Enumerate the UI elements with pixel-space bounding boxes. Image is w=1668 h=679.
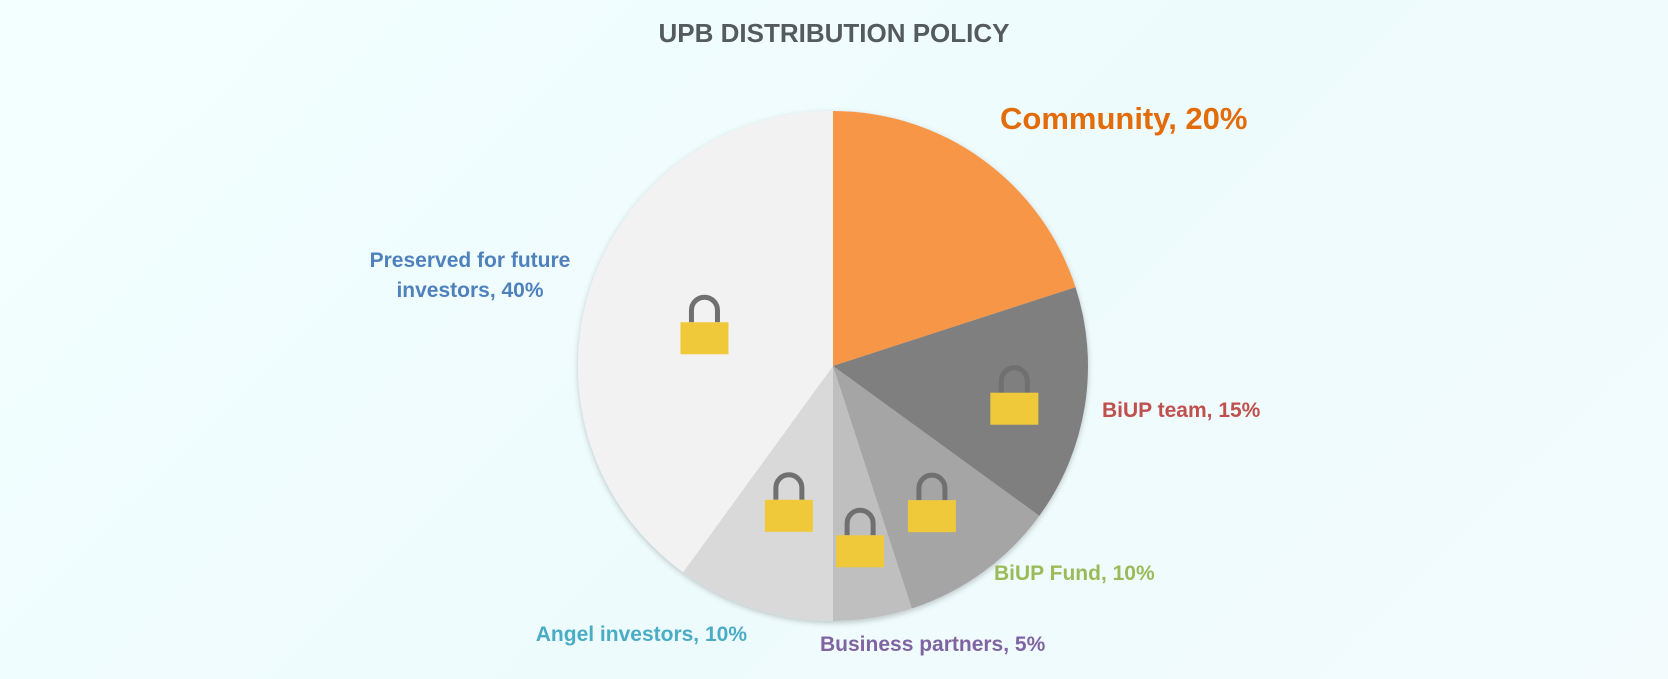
slice-label-line: BiUP team, 15% (1102, 399, 1261, 422)
padlock-icon (836, 507, 885, 568)
slice-label-preserved-for-future-investors: Preserved for future investors, 40% (370, 249, 571, 302)
pie-slice-biup-fund (833, 366, 1040, 609)
slice-label-line: BiUP Fund, 10% (994, 562, 1155, 585)
slice-label-biup-fund: BiUP Fund, 10% (994, 562, 1155, 585)
slice-label-community: Community, 20% (1000, 101, 1247, 136)
lock-icons (680, 294, 1039, 568)
slice-label-line: Business partners, 5% (820, 633, 1046, 656)
padlock-icon (907, 472, 956, 533)
pie-slice-community (833, 111, 1076, 366)
padlock-icon (990, 365, 1039, 425)
padlock-icon (764, 472, 813, 532)
slice-label-line: Community, 20% (1000, 101, 1247, 136)
slice-label-business-partners: Business partners, 5% (820, 633, 1046, 656)
slice-label-line: Preserved for future (370, 249, 571, 272)
chart-title: UPB DISTRIBUTION POLICY (658, 18, 1009, 48)
pie-slice-biup-team (833, 287, 1089, 516)
slice-label-angel-investors: Angel investors, 10% (536, 623, 748, 646)
slice-label-biup-team: BiUP team, 15% (1102, 399, 1261, 422)
slice-label-line: investors, 40% (396, 279, 543, 302)
pie-slice-angel-investors (683, 366, 833, 621)
slice-labels: Community, 20% BiUP team, 15% BiUP Fund, 1… (370, 101, 1261, 656)
slice-label-line: Angel investors, 10% (536, 623, 748, 646)
padlock-icon (680, 294, 729, 355)
